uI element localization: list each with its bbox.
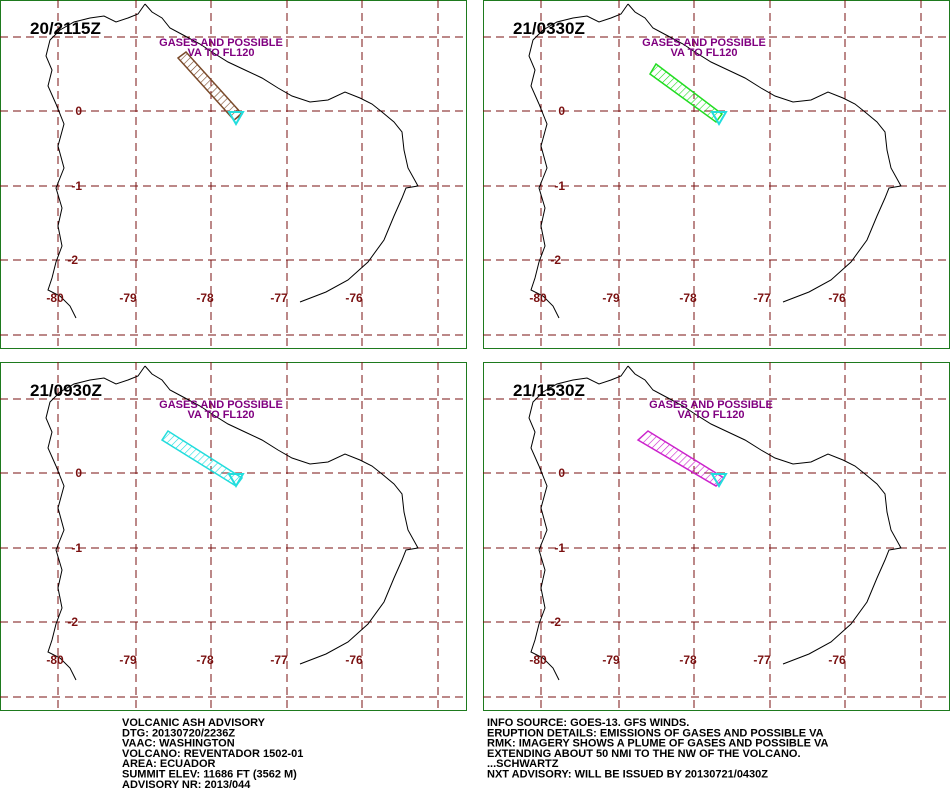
advisory-text: INFO SOURCE: GOES-13. GFS WINDS. (487, 717, 689, 729)
lat-label: -1 (554, 179, 565, 193)
lat-label: 0 (75, 466, 82, 480)
map-panel: 0 -1 -2 -80 -79 -78 -77 -76 20/2115Z GASES AND PO… (0, 0, 467, 349)
panel-frame (483, 0, 950, 349)
lat-label: -2 (550, 253, 561, 267)
lat-label: 0 (558, 466, 565, 480)
advisory-text: VOLCANO: REVENTADOR 1502-01 (122, 748, 303, 760)
lon-label: -77 (753, 653, 771, 667)
lat-label: -1 (554, 541, 565, 555)
plume-annotation: GASES AND POSSIBLE (159, 37, 283, 49)
advisory-text: RMK: IMAGERY SHOWS A PLUME OF GASES AND … (487, 738, 828, 750)
lon-label: -80 (529, 291, 547, 305)
lon-label: -76 (828, 653, 846, 667)
lon-label: -76 (828, 291, 846, 305)
lat-label: -1 (71, 541, 82, 555)
advisory-text: ERUPTION DETAILS: EMISSIONS OF GASES AND… (487, 727, 824, 739)
plume-annotation: VA TO FL120 (677, 409, 744, 421)
advisory-text: SUMMIT ELEV: 11686 FT (3562 M) (122, 769, 297, 781)
volcano-marker (227, 473, 245, 488)
lon-label: -80 (46, 653, 64, 667)
lon-label: -79 (602, 291, 620, 305)
lat-label: 0 (558, 104, 565, 118)
lat-label: -2 (67, 253, 78, 267)
volcano-marker (710, 473, 728, 488)
valid-time: 20/2115Z (30, 19, 101, 38)
lon-label: -76 (345, 653, 363, 667)
volcano-marker (227, 111, 245, 126)
plume-annotation: GASES AND POSSIBLE (642, 37, 766, 49)
ash-plume (649, 62, 724, 124)
lat-label: -2 (67, 615, 78, 629)
valid-time: 21/0930Z (30, 381, 102, 400)
map-panel: 0 -1 -2 -80 -79 -78 -77 -76 21/1530Z GASES AND PO… (483, 362, 950, 711)
advisory-text: ADVISORY NR: 2013/044 (122, 779, 251, 791)
plume-annotation: VA TO FL120 (187, 47, 254, 59)
lon-label: -78 (196, 291, 214, 305)
advisory-text: EXTENDING ABOUT 50 NMI TO THE NW OF THE … (487, 748, 801, 760)
lat-label: -1 (71, 179, 82, 193)
ash-plume (160, 429, 244, 487)
coastline (528, 3, 902, 319)
lon-label: -76 (345, 291, 363, 305)
lon-label: -80 (529, 653, 547, 667)
advisory-text: VOLCANIC ASH ADVISORY (122, 717, 266, 729)
lon-label: -78 (679, 653, 697, 667)
panel-frame (0, 362, 467, 711)
plume-annotation: GASES AND POSSIBLE (159, 399, 283, 411)
plume-annotation: VA TO FL120 (670, 47, 737, 59)
panel-frame (0, 0, 467, 349)
lat-label: 0 (75, 104, 82, 118)
volcano-marker (710, 111, 728, 126)
map-panel: 0 -1 -2 -80 -79 -78 -77 -76 21/0330Z GASES AND PO… (483, 0, 950, 349)
lon-label: -77 (270, 653, 288, 667)
valid-time: 21/1530Z (513, 381, 585, 400)
advisory-text: VAAC: WASHINGTON (122, 738, 235, 750)
lon-label: -78 (196, 653, 214, 667)
advisory-text: DTG: 20130720/2236Z (122, 727, 235, 739)
plume-annotation: VA TO FL120 (187, 409, 254, 421)
map-panel: 0 -1 -2 -80 -79 -78 -77 -76 21/0930Z GASES AND PO… (0, 362, 467, 711)
lon-label: -79 (119, 291, 137, 305)
valid-time: 21/0330Z (513, 19, 585, 38)
lon-label: -77 (270, 291, 288, 305)
lon-label: -78 (679, 291, 697, 305)
lon-label: -80 (46, 291, 64, 305)
advisory-text: ...SCHWARTZ (487, 758, 559, 770)
panel-frame (483, 362, 950, 711)
lat-label: -2 (550, 615, 561, 629)
lon-label: -79 (602, 653, 620, 667)
lon-label: -77 (753, 291, 771, 305)
coastline (45, 3, 419, 319)
coastline (45, 365, 419, 681)
coastline (528, 365, 902, 681)
lon-label: -79 (119, 653, 137, 667)
advisory-text: AREA: ECUADOR (122, 758, 216, 770)
advisory-text: NXT ADVISORY: WILL BE ISSUED BY 20130721… (487, 769, 768, 781)
plume-annotation: GASES AND POSSIBLE (649, 399, 773, 411)
